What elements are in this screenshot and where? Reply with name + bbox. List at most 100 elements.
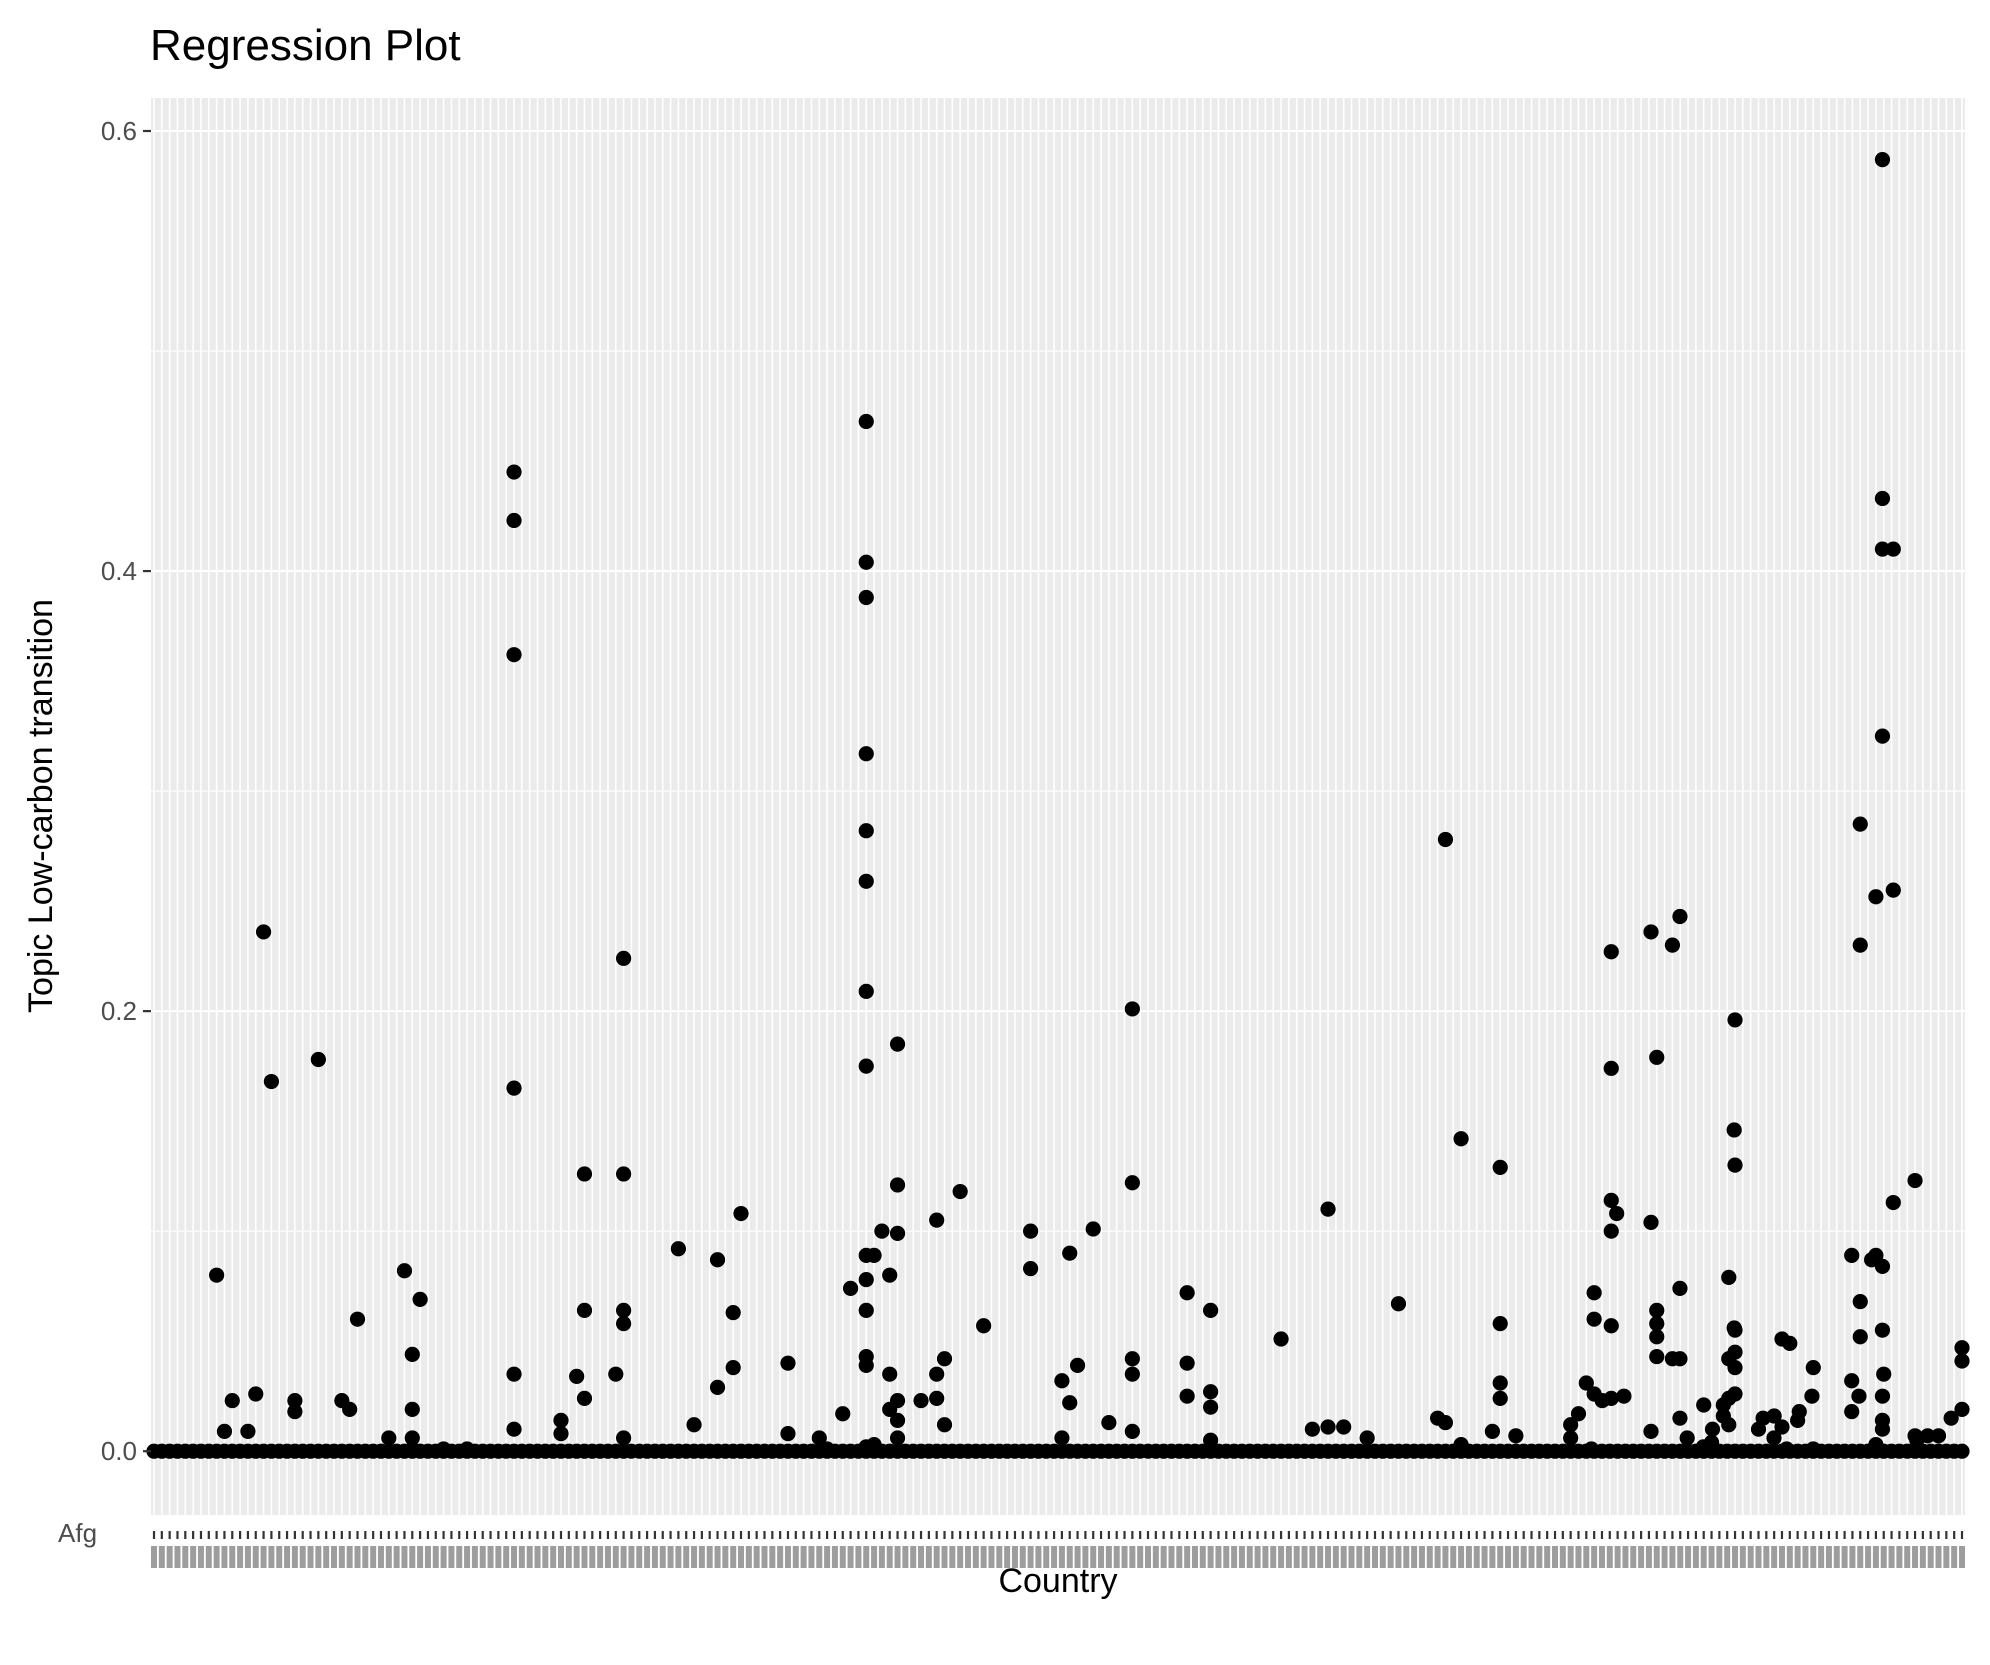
x-tick-label-mark	[487, 1546, 494, 1568]
data-point	[889, 1412, 906, 1428]
x-tick-label-mark	[151, 1546, 157, 1568]
data-point	[1779, 1441, 1795, 1457]
x-tick-label-mark	[1606, 1546, 1613, 1568]
data-point	[1586, 1285, 1602, 1301]
x-tick-label-mark	[401, 1546, 408, 1568]
data-point	[553, 1412, 569, 1428]
x-tick-label-mark	[1481, 1546, 1488, 1568]
x-tick-label-mark	[1262, 1546, 1269, 1568]
x-tick-label-mark	[1739, 1546, 1746, 1568]
data-point	[889, 1430, 906, 1446]
data-point	[858, 823, 874, 839]
x-tick-label-mark	[1559, 1546, 1566, 1568]
data-point	[1563, 1430, 1579, 1446]
x-tick-label-mark	[557, 1546, 564, 1568]
x-tick-label-mark	[1677, 1546, 1684, 1568]
data-point	[263, 1073, 280, 1090]
x-tick-label-mark	[1450, 1546, 1457, 1568]
data-point	[412, 1291, 428, 1307]
x-tick-label-mark	[1051, 1546, 1058, 1568]
x-tick-label-mark	[581, 1546, 588, 1568]
x-tick-label-mark	[1082, 1546, 1089, 1568]
x-tick-label-mark	[1497, 1546, 1504, 1568]
x-tick-label-mark	[1066, 1546, 1073, 1568]
x-tick-label-mark	[988, 1546, 995, 1568]
x-tick-label-mark	[182, 1546, 189, 1568]
data-point	[889, 1036, 906, 1052]
data-point	[1085, 1221, 1101, 1237]
data-point	[1852, 1329, 1868, 1345]
data-point	[1508, 1428, 1524, 1444]
x-tick-label-mark	[1528, 1546, 1535, 1568]
data-point	[1885, 541, 1901, 557]
data-point	[1563, 1417, 1579, 1433]
x-tick-label-mark	[1246, 1546, 1253, 1568]
x-tick-label-mark	[1685, 1546, 1692, 1568]
data-point	[404, 1346, 420, 1362]
x-tick-label-mark	[894, 1546, 901, 1568]
x-tick-label-mark	[1865, 1546, 1872, 1568]
data-point	[576, 1302, 593, 1318]
x-tick-label-mark	[1818, 1546, 1825, 1568]
data-point	[1643, 1423, 1659, 1439]
data-point	[1868, 1436, 1884, 1453]
data-point	[1578, 1375, 1594, 1391]
x-tick-label-mark	[980, 1546, 987, 1568]
data-point	[1664, 937, 1681, 953]
data-point	[1124, 1001, 1140, 1017]
data-point	[1062, 1395, 1078, 1411]
data-point	[1304, 1421, 1320, 1437]
data-point	[1721, 1417, 1737, 1433]
data-point	[1492, 1159, 1508, 1175]
x-tick-label-mark	[1959, 1546, 1965, 1568]
x-tick-label-mark	[1191, 1546, 1198, 1568]
data-point	[1721, 1269, 1737, 1285]
x-tick-label-mark	[1411, 1546, 1418, 1568]
data-point	[1672, 908, 1688, 925]
x-tick-label-mark	[597, 1546, 604, 1568]
data-point	[1721, 1390, 1737, 1406]
data-point	[1874, 728, 1891, 744]
x-tick-label-mark	[636, 1546, 643, 1568]
x-tick-label-mark	[604, 1546, 611, 1568]
y-tick-label: 0.0	[101, 1436, 137, 1466]
x-tick-label-mark	[1638, 1546, 1645, 1568]
x-tick-label-mark	[534, 1546, 541, 1568]
x-tick-label-mark	[229, 1546, 236, 1568]
x-tick-label-mark	[1426, 1546, 1433, 1568]
data-point	[506, 512, 522, 529]
data-point	[459, 1441, 475, 1457]
data-point	[1649, 1329, 1665, 1345]
x-tick-label-mark	[346, 1546, 353, 1568]
data-point	[616, 1315, 632, 1332]
x-tick-label-mark	[910, 1546, 917, 1568]
x-tick-label-mark	[792, 1546, 799, 1568]
x-tick-label-mark	[1160, 1546, 1167, 1568]
x-tick-label-mark	[550, 1546, 557, 1568]
x-tick-label-mark	[1645, 1546, 1652, 1568]
data-point	[858, 873, 874, 889]
data-point	[1203, 1432, 1219, 1448]
x-tick-label-mark	[1802, 1546, 1809, 1568]
x-tick-label-mark	[362, 1546, 369, 1568]
data-point	[1852, 1293, 1868, 1310]
x-tick-label-mark	[221, 1546, 228, 1568]
x-tick-label-mark	[847, 1546, 854, 1568]
data-point	[553, 1425, 569, 1442]
data-point	[1643, 924, 1659, 940]
data-point	[1874, 541, 1891, 557]
x-tick-label-mark	[761, 1546, 768, 1568]
data-point	[248, 1386, 264, 1402]
data-point	[1062, 1245, 1078, 1261]
x-tick-label-mark	[1098, 1546, 1105, 1568]
data-point	[224, 1392, 240, 1409]
data-point	[858, 746, 874, 762]
x-tick-label-mark	[440, 1546, 447, 1568]
x-tick-label-mark	[589, 1546, 596, 1568]
x-tick-label-mark	[1231, 1546, 1238, 1568]
x-tick-label-mark	[800, 1546, 807, 1568]
x-tick-label-mark	[307, 1546, 314, 1568]
data-point	[1124, 1175, 1140, 1191]
x-tick-label-mark	[1129, 1546, 1136, 1568]
x-tick-label-mark	[331, 1546, 338, 1568]
